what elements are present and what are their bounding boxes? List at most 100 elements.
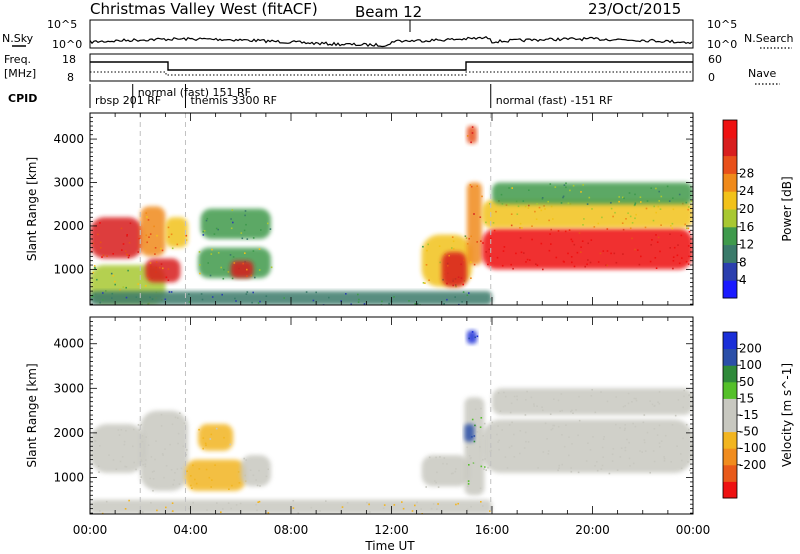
data-cell xyxy=(125,466,128,468)
data-cell xyxy=(510,445,513,447)
data-cell xyxy=(561,409,563,412)
noise-tick-left-bottom: 10^0 xyxy=(52,38,82,51)
data-cell xyxy=(639,450,641,452)
data-cell xyxy=(513,395,516,398)
beam-label: Beam 12 xyxy=(355,3,422,21)
data-cell xyxy=(656,241,659,243)
data-cell xyxy=(561,434,563,436)
data-cell xyxy=(634,248,636,251)
cpid-segment-label: rbsp 201 RF xyxy=(95,94,161,107)
velocity-colorbar: 200 100 50 15 -15 -50 -100 -200 Velocity [m s^-1… xyxy=(722,331,794,499)
data-region xyxy=(230,260,254,279)
data-cell xyxy=(211,248,213,251)
data-cell xyxy=(629,227,632,230)
data-cell xyxy=(631,237,633,240)
data-cell xyxy=(530,396,533,399)
data-cell xyxy=(622,228,625,231)
data-cell xyxy=(542,268,544,271)
data-cell xyxy=(162,454,164,456)
data-cell xyxy=(132,445,134,448)
data-region xyxy=(145,258,181,283)
data-cell xyxy=(582,224,584,226)
data-cell xyxy=(472,462,475,464)
colorbar-swatch xyxy=(723,415,737,433)
data-cell xyxy=(591,208,593,210)
data-cell xyxy=(230,507,232,510)
data-cell xyxy=(489,510,491,512)
velocity-panel: 1000 2000 3000 4000 00:00 04:00 08:00 12:00 16:0… xyxy=(25,316,710,537)
data-cell xyxy=(640,255,642,258)
data-cell xyxy=(677,399,680,401)
data-cell xyxy=(596,469,599,472)
data-cell xyxy=(550,228,552,231)
data-cell xyxy=(529,259,531,261)
data-cell xyxy=(558,467,560,469)
colorbar-swatch xyxy=(723,155,737,174)
data-region xyxy=(240,455,271,487)
data-cell xyxy=(123,440,126,443)
data-cell xyxy=(624,405,626,407)
y-tick-label: 1000 xyxy=(53,470,84,484)
data-cell xyxy=(437,486,440,488)
data-cell xyxy=(631,401,633,403)
data-cell xyxy=(610,201,612,204)
data-cell xyxy=(543,205,545,207)
colorbar-tick-label: -50 xyxy=(739,425,759,439)
data-cell xyxy=(249,469,252,471)
nsky-label: N.Sky xyxy=(2,32,34,45)
data-cell xyxy=(548,249,551,252)
x-tick-label: 12:00 xyxy=(374,523,409,537)
data-cell xyxy=(682,406,684,409)
data-cell xyxy=(252,291,254,294)
data-cell xyxy=(479,487,482,490)
data-region xyxy=(441,252,467,287)
colorbar-swatch xyxy=(723,137,737,157)
data-cell xyxy=(185,234,188,237)
data-cell xyxy=(589,449,592,451)
data-cell xyxy=(315,291,317,294)
data-cell xyxy=(480,417,483,419)
data-cell xyxy=(234,297,236,300)
data-cell xyxy=(611,460,614,462)
data-cell xyxy=(541,198,544,200)
data-cell xyxy=(653,460,656,463)
data-cell xyxy=(527,441,530,443)
data-cell xyxy=(435,456,437,459)
data-cell xyxy=(523,252,525,254)
data-cell xyxy=(436,508,438,510)
colorbar-swatch xyxy=(723,365,737,383)
data-cell xyxy=(496,256,499,259)
data-cell xyxy=(457,502,459,505)
data-cell xyxy=(124,508,127,510)
y-axis-label: Slant Range [km] xyxy=(25,363,39,467)
data-cell xyxy=(685,423,688,426)
data-cell xyxy=(209,274,212,277)
data-cell xyxy=(411,510,414,512)
data-cell xyxy=(660,440,663,442)
data-cell xyxy=(535,218,538,220)
data-cell xyxy=(515,252,517,255)
noise-panel: N.Sky 10^5 10^0 10^5 10^0 N.Search xyxy=(2,18,794,51)
data-cell xyxy=(180,467,183,470)
data-cell xyxy=(471,331,474,333)
data-cell xyxy=(206,217,209,220)
data-cell xyxy=(498,439,500,442)
data-cell xyxy=(547,453,550,455)
data-cell xyxy=(541,406,543,408)
data-cell xyxy=(570,238,573,241)
data-cell xyxy=(424,282,426,284)
data-cell xyxy=(257,501,259,503)
data-cell xyxy=(690,200,693,203)
data-cell xyxy=(432,503,435,505)
colorbar-label: Power [dB] xyxy=(780,176,794,241)
data-cell xyxy=(540,209,543,212)
data-cell xyxy=(531,225,533,227)
data-cell xyxy=(643,441,646,444)
data-cell xyxy=(174,416,177,419)
data-cell xyxy=(634,193,636,196)
data-cell xyxy=(613,252,616,255)
data-cell xyxy=(140,459,142,461)
data-cell xyxy=(649,471,651,474)
data-cell xyxy=(527,207,530,209)
